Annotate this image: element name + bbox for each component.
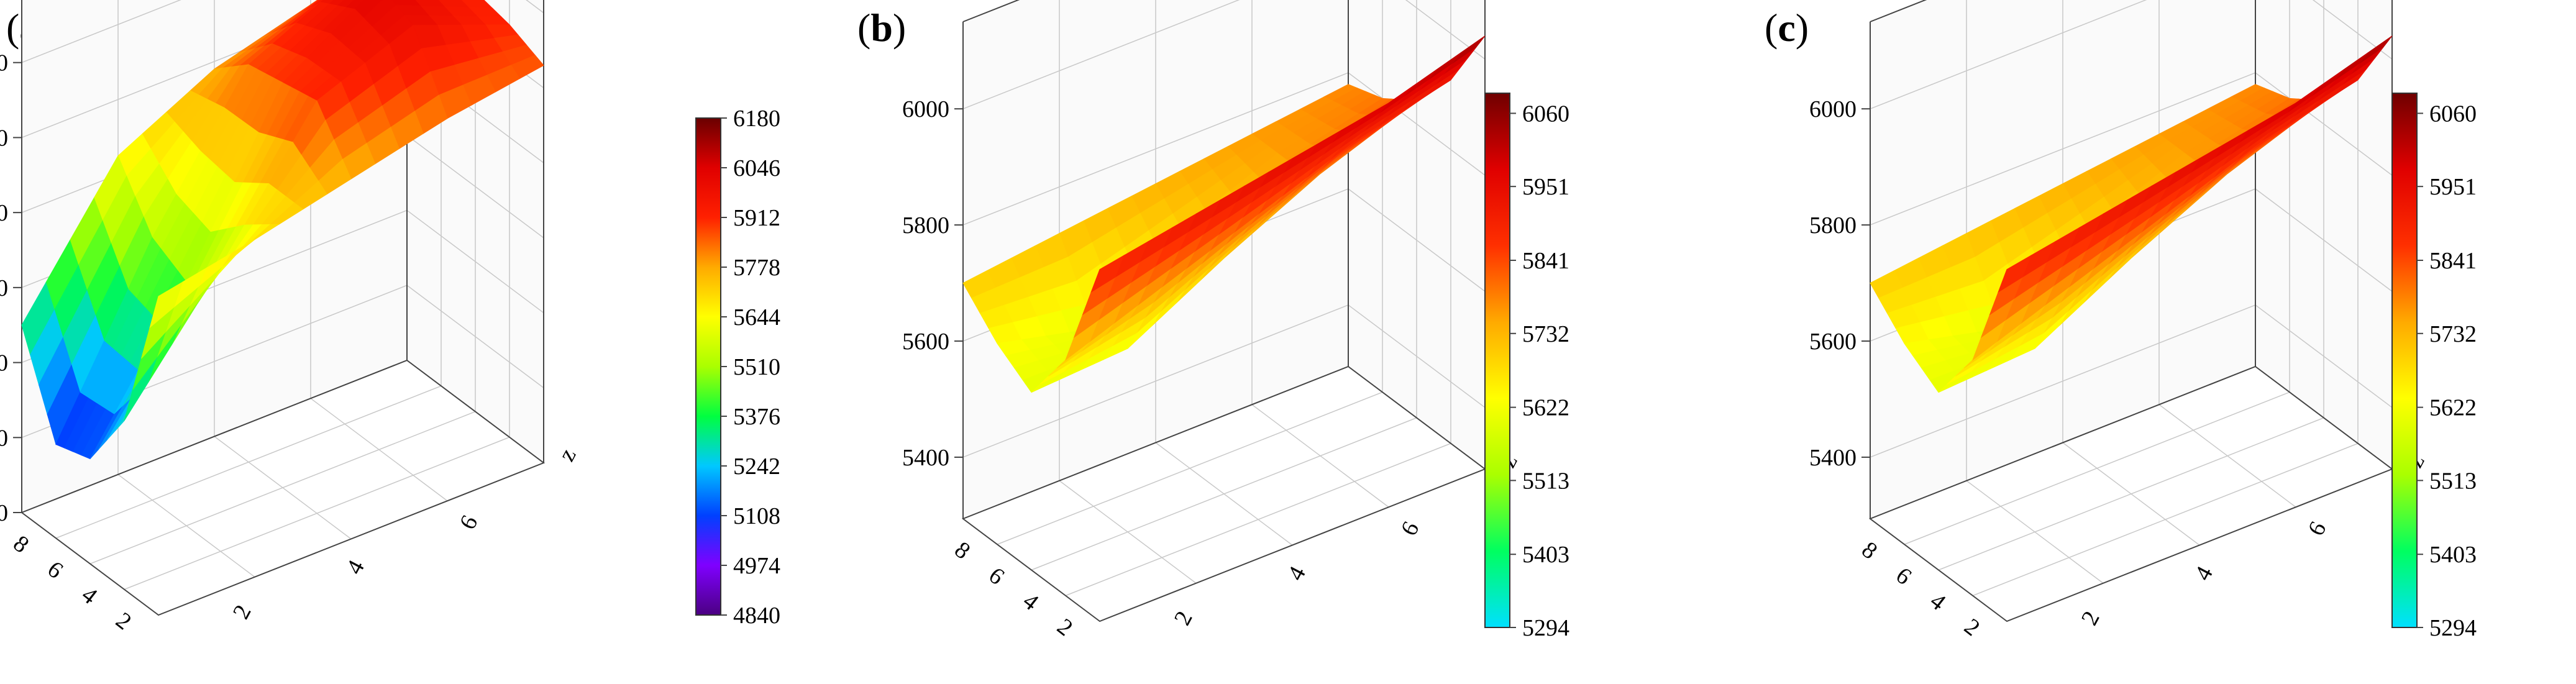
surface-patch bbox=[1998, 255, 2032, 293]
y-tick-label: 2 bbox=[228, 601, 257, 623]
colorbar-tick-label: 6060 bbox=[2429, 101, 2477, 127]
colorbar-tick-label: 5403 bbox=[1522, 542, 1569, 568]
surface-b bbox=[962, 35, 1486, 393]
x-tick-label: 6 bbox=[1891, 562, 1916, 590]
colorbar-c: 6060 5951 5841 5732 5622 5513 5403 5294 bbox=[2391, 93, 2477, 641]
z-tick-label: 5800 bbox=[902, 212, 949, 239]
surface-a bbox=[21, 0, 544, 460]
floor-gridline bbox=[1251, 404, 1389, 508]
x-tick-label: 8 bbox=[8, 531, 34, 559]
z-tick-label: 5600 bbox=[902, 329, 949, 355]
x-tick-label: 2 bbox=[111, 608, 136, 636]
panel-b: (b) 54005600580060002468246z606059515841… bbox=[839, 0, 1665, 684]
colorbar-tick-label: 6180 bbox=[733, 106, 780, 132]
z-tick-label: 5400 bbox=[0, 275, 8, 301]
z-gridline bbox=[1870, 0, 2393, 109]
y-tick-label: 6 bbox=[455, 511, 483, 534]
colorbar-tick-label: 5622 bbox=[1522, 395, 1569, 421]
surface-plot-b: 54005600580060002468246z6060595158415732… bbox=[902, 0, 1569, 642]
floor-gridline bbox=[310, 398, 448, 501]
z-tick-label: 5000 bbox=[0, 425, 8, 451]
colorbar-tick-label: 4974 bbox=[733, 553, 780, 579]
colorbar-tick-label: 5841 bbox=[2429, 248, 2477, 274]
floor-gridline bbox=[89, 411, 476, 565]
surface-plot-a: 480050005200540056005800600062002468246z… bbox=[0, 0, 780, 636]
z-tick-label: 5200 bbox=[0, 350, 8, 376]
colorbar-tick-label: 5951 bbox=[2429, 174, 2477, 200]
x-tick-label: 6 bbox=[984, 562, 1009, 590]
floor-gridline bbox=[55, 385, 442, 539]
floor-gridline bbox=[1938, 417, 2324, 571]
x-tick-label: 8 bbox=[1857, 537, 1882, 565]
y-tick-label: 4 bbox=[341, 556, 370, 578]
panel-label-c: (c) bbox=[1765, 6, 1809, 50]
z-tick-label: 5600 bbox=[0, 200, 8, 226]
panel-a: (a) 480050005200540056005800600062002468… bbox=[0, 0, 783, 684]
colorbar-b: 6060 5951 5841 5732 5622 5513 5403 5294 bbox=[1484, 93, 1569, 641]
floor-gridline bbox=[1031, 417, 1417, 571]
x-tick-label: 6 bbox=[42, 556, 68, 584]
y-tick-label: 2 bbox=[2076, 607, 2105, 629]
colorbar-tick-label: 5644 bbox=[733, 304, 780, 331]
colorbar-tick-label: 5732 bbox=[2429, 321, 2477, 347]
y-tick-label: 4 bbox=[1282, 562, 1311, 585]
z-tick-label: 5400 bbox=[902, 445, 949, 471]
y-tick-label: 6 bbox=[1396, 518, 1425, 540]
colorbar-tick-label: 6060 bbox=[1522, 101, 1569, 127]
colorbar-gradient bbox=[2391, 93, 2418, 628]
colorbar-tick-label: 5732 bbox=[1522, 321, 1569, 347]
z-gridline bbox=[962, 0, 1486, 109]
colorbar-tick-label: 5912 bbox=[733, 205, 780, 231]
z-tick-label: 6000 bbox=[902, 96, 949, 122]
colorbar-tick-label: 5513 bbox=[1522, 468, 1569, 494]
colorbar-gradient bbox=[1484, 93, 1510, 628]
z-tick-label: 6000 bbox=[0, 50, 8, 76]
floor-gridline bbox=[997, 391, 1383, 545]
colorbar-tick-label: 5108 bbox=[733, 503, 780, 529]
colorbar-tick-label: 5510 bbox=[733, 354, 780, 380]
colorbar-tick-label: 5778 bbox=[733, 255, 780, 281]
z-tick-label: 5600 bbox=[1809, 329, 1857, 355]
panel-c: (c) 54005600580060002468246z606059515841… bbox=[1746, 0, 2572, 684]
y-tick-label: 2 bbox=[1169, 607, 1198, 629]
y-axis-letter: z bbox=[554, 444, 582, 466]
z-tick-label: 5800 bbox=[1809, 212, 1857, 239]
z-tick-label: 6200 bbox=[0, 0, 8, 1]
surface-plot-c: 54005600580060002468246z6060595158415732… bbox=[1809, 0, 2477, 642]
floor-gridline bbox=[2158, 404, 2296, 508]
colorbar-tick-label: 5622 bbox=[2429, 395, 2477, 421]
panel-label-b: (b) bbox=[857, 6, 907, 50]
colorbar-tick-label: 5376 bbox=[733, 404, 780, 430]
colorbar-tick-label: 5841 bbox=[1522, 248, 1569, 274]
y-tick-label: 4 bbox=[2190, 562, 2218, 585]
x-tick-label: 2 bbox=[1959, 614, 1985, 642]
surface-patch bbox=[149, 281, 183, 329]
colorbar-gradient bbox=[695, 117, 721, 616]
colorbar-tick-label: 5294 bbox=[2429, 615, 2477, 641]
colorbar-a: 6180 6046 5912 5778 5644 5510 5376 5242 5108 4974… bbox=[695, 106, 780, 629]
z-tick-label: 5400 bbox=[1809, 445, 1857, 471]
colorbar-tick-label: 5242 bbox=[733, 454, 780, 480]
y-tick-label: 6 bbox=[2303, 518, 2332, 540]
x-tick-label: 4 bbox=[76, 581, 102, 609]
colorbar-tick-label: 5951 bbox=[1522, 174, 1569, 200]
floor-gridline bbox=[1904, 391, 2290, 545]
z-tick-label: 5800 bbox=[0, 125, 8, 151]
colorbar-tick-label: 4840 bbox=[733, 603, 780, 629]
x-tick-label: 2 bbox=[1052, 614, 1077, 642]
x-tick-label: 8 bbox=[949, 537, 975, 565]
surface-c bbox=[1870, 35, 2393, 393]
colorbar-tick-label: 6046 bbox=[733, 155, 780, 181]
colorbar-tick-label: 5294 bbox=[1522, 615, 1569, 641]
z-gridline bbox=[21, 0, 544, 63]
z-tick-label: 4800 bbox=[0, 500, 8, 526]
x-tick-label: 4 bbox=[1018, 588, 1043, 616]
colorbar-tick-label: 5403 bbox=[2429, 542, 2477, 568]
colorbar-tick-label: 5513 bbox=[2429, 468, 2477, 494]
z-tick-label: 6000 bbox=[1809, 96, 1857, 122]
surface-patch bbox=[1090, 255, 1125, 293]
x-tick-label: 4 bbox=[1925, 588, 1950, 616]
